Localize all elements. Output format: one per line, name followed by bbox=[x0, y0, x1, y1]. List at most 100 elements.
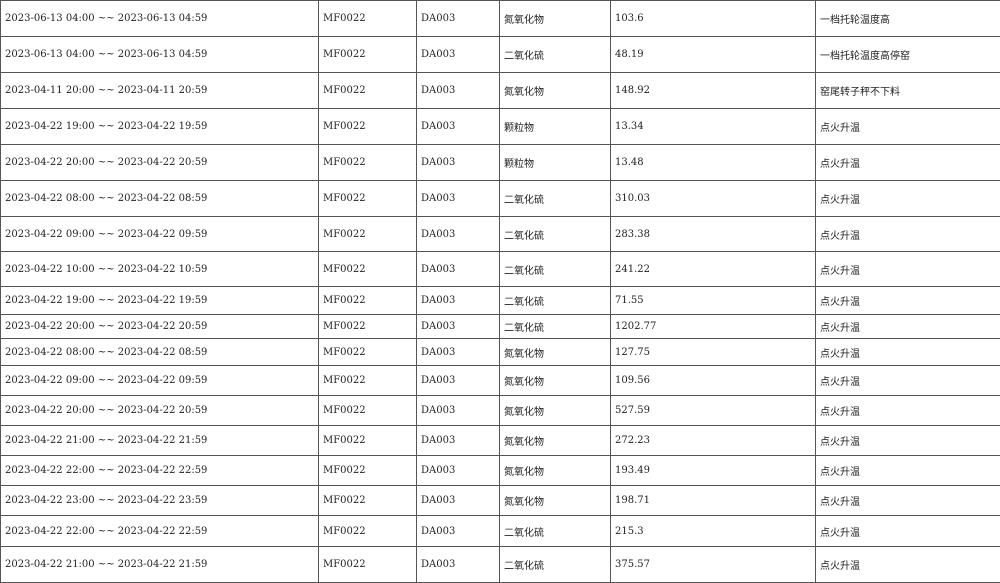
cell-value: 127.75 bbox=[611, 339, 816, 366]
cell-pollutant: 颗粒物 bbox=[500, 109, 611, 145]
cell-pollutant: 氮氧化物 bbox=[500, 339, 611, 366]
cell-value: 241.22 bbox=[611, 252, 816, 287]
cell-code: MF0022 bbox=[319, 252, 417, 287]
cell-value: 310.03 bbox=[611, 181, 816, 217]
cell-device: DA003 bbox=[417, 1, 500, 37]
cell-reason: 点火升温 bbox=[816, 315, 1000, 339]
cell-device: DA003 bbox=[417, 252, 500, 287]
cell-reason: 一档托轮温度高停窑 bbox=[816, 37, 1000, 73]
cell-period: 2023-06-13 04:00 ~~ 2023-06-13 04:59 bbox=[1, 1, 319, 37]
cell-value: 109.56 bbox=[611, 366, 816, 396]
cell-code: MF0022 bbox=[319, 486, 417, 516]
cell-period: 2023-04-11 20:00 ~~ 2023-04-11 20:59 bbox=[1, 73, 319, 109]
cell-code: MF0022 bbox=[319, 1, 417, 37]
cell-value: 375.57 bbox=[611, 547, 816, 583]
cell-code: MF0022 bbox=[319, 396, 417, 426]
cell-period: 2023-04-22 20:00 ~~ 2023-04-22 20:59 bbox=[1, 396, 319, 426]
cell-value: 103.6 bbox=[611, 1, 816, 37]
cell-reason: 点火升温 bbox=[816, 217, 1000, 252]
cell-value: 198.71 bbox=[611, 486, 816, 516]
cell-pollutant: 二氧化硫 bbox=[500, 287, 611, 315]
cell-period: 2023-04-22 09:00 ~~ 2023-04-22 09:59 bbox=[1, 217, 319, 252]
cell-code: MF0022 bbox=[319, 456, 417, 486]
cell-reason: 点火升温 bbox=[816, 145, 1000, 181]
cell-pollutant: 氮氧化物 bbox=[500, 486, 611, 516]
cell-reason: 点火升温 bbox=[816, 181, 1000, 217]
cell-period: 2023-04-22 20:00 ~~ 2023-04-22 20:59 bbox=[1, 315, 319, 339]
cell-reason: 一档托轮温度高 bbox=[816, 1, 1000, 37]
cell-pollutant: 氮氧化物 bbox=[500, 456, 611, 486]
cell-period: 2023-04-22 09:00 ~~ 2023-04-22 09:59 bbox=[1, 366, 319, 396]
cell-code: MF0022 bbox=[319, 547, 417, 583]
cell-reason: 点火升温 bbox=[816, 456, 1000, 486]
cell-period: 2023-04-22 21:00 ~~ 2023-04-22 21:59 bbox=[1, 547, 319, 583]
cell-pollutant: 氮氧化物 bbox=[500, 426, 611, 456]
cell-pollutant: 氮氧化物 bbox=[500, 396, 611, 426]
cell-period: 2023-04-22 22:00 ~~ 2023-04-22 22:59 bbox=[1, 516, 319, 547]
cell-device: DA003 bbox=[417, 396, 500, 426]
cell-pollutant: 二氧化硫 bbox=[500, 516, 611, 547]
cell-period: 2023-06-13 04:00 ~~ 2023-06-13 04:59 bbox=[1, 37, 319, 73]
cell-reason: 点火升温 bbox=[816, 366, 1000, 396]
cell-code: MF0022 bbox=[319, 516, 417, 547]
cell-code: MF0022 bbox=[319, 73, 417, 109]
cell-period: 2023-04-22 08:00 ~~ 2023-04-22 08:59 bbox=[1, 339, 319, 366]
cell-reason: 点火升温 bbox=[816, 426, 1000, 456]
cell-device: DA003 bbox=[417, 181, 500, 217]
cell-code: MF0022 bbox=[319, 181, 417, 217]
cell-pollutant: 二氧化硫 bbox=[500, 37, 611, 73]
cell-code: MF0022 bbox=[319, 145, 417, 181]
cell-period: 2023-04-22 19:00 ~~ 2023-04-22 19:59 bbox=[1, 287, 319, 315]
cell-device: DA003 bbox=[417, 339, 500, 366]
cell-value: 527.59 bbox=[611, 396, 816, 426]
cell-value: 272.23 bbox=[611, 426, 816, 456]
cell-reason: 窑尾转子秤不下料 bbox=[816, 73, 1000, 109]
cell-device: DA003 bbox=[417, 366, 500, 396]
cell-reason: 点火升温 bbox=[816, 516, 1000, 547]
cell-period: 2023-04-22 10:00 ~~ 2023-04-22 10:59 bbox=[1, 252, 319, 287]
cell-code: MF0022 bbox=[319, 37, 417, 73]
cell-pollutant: 二氧化硫 bbox=[500, 252, 611, 287]
cell-period: 2023-04-22 08:00 ~~ 2023-04-22 08:59 bbox=[1, 181, 319, 217]
cell-code: MF0022 bbox=[319, 109, 417, 145]
cell-period: 2023-04-22 23:00 ~~ 2023-04-22 23:59 bbox=[1, 486, 319, 516]
cell-period: 2023-04-22 20:00 ~~ 2023-04-22 20:59 bbox=[1, 145, 319, 181]
cell-value: 13.48 bbox=[611, 145, 816, 181]
cell-device: DA003 bbox=[417, 486, 500, 516]
cell-reason: 点火升温 bbox=[816, 109, 1000, 145]
cell-code: MF0022 bbox=[319, 287, 417, 315]
cell-pollutant: 二氧化硫 bbox=[500, 315, 611, 339]
cell-period: 2023-04-22 22:00 ~~ 2023-04-22 22:59 bbox=[1, 456, 319, 486]
cell-value: 283.38 bbox=[611, 217, 816, 252]
cell-device: DA003 bbox=[417, 547, 500, 583]
cell-value: 215.3 bbox=[611, 516, 816, 547]
cell-device: DA003 bbox=[417, 315, 500, 339]
cell-code: MF0022 bbox=[319, 315, 417, 339]
cell-value: 1202.77 bbox=[611, 315, 816, 339]
cell-reason: 点火升温 bbox=[816, 339, 1000, 366]
cell-device: DA003 bbox=[417, 217, 500, 252]
cell-value: 71.55 bbox=[611, 287, 816, 315]
cell-reason: 点火升温 bbox=[816, 396, 1000, 426]
cell-code: MF0022 bbox=[319, 217, 417, 252]
cell-device: DA003 bbox=[417, 37, 500, 73]
cell-reason: 点火升温 bbox=[816, 287, 1000, 315]
